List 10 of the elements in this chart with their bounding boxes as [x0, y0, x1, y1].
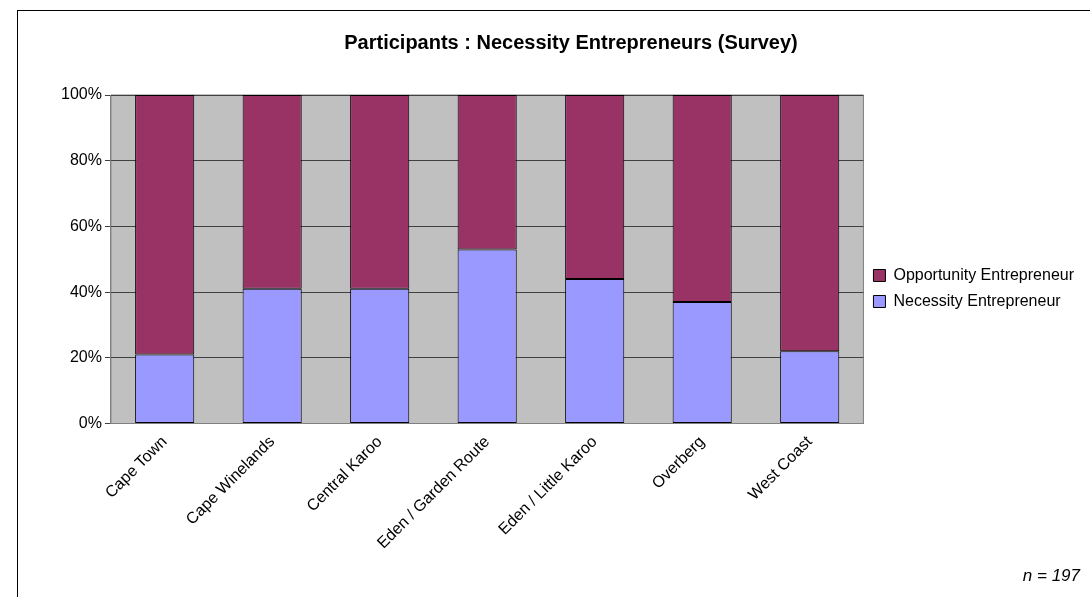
y-tick-label: 0% — [78, 413, 102, 431]
y-tick-label: 60% — [69, 216, 102, 234]
y-tick-label: 20% — [69, 348, 102, 366]
y-tick-label: 80% — [69, 151, 102, 169]
y-tick-label: 40% — [69, 282, 102, 300]
text: n = 197 — [1022, 566, 1080, 586]
legend-label: Necessity Entrepreneur — [893, 291, 1062, 309]
y-tick-label: 100% — [61, 85, 102, 103]
legend-label: Opportunity Entrepreneur — [893, 265, 1075, 283]
chart-title: Participants : Necessity Entrepreneurs (Survey) — [344, 30, 798, 53]
